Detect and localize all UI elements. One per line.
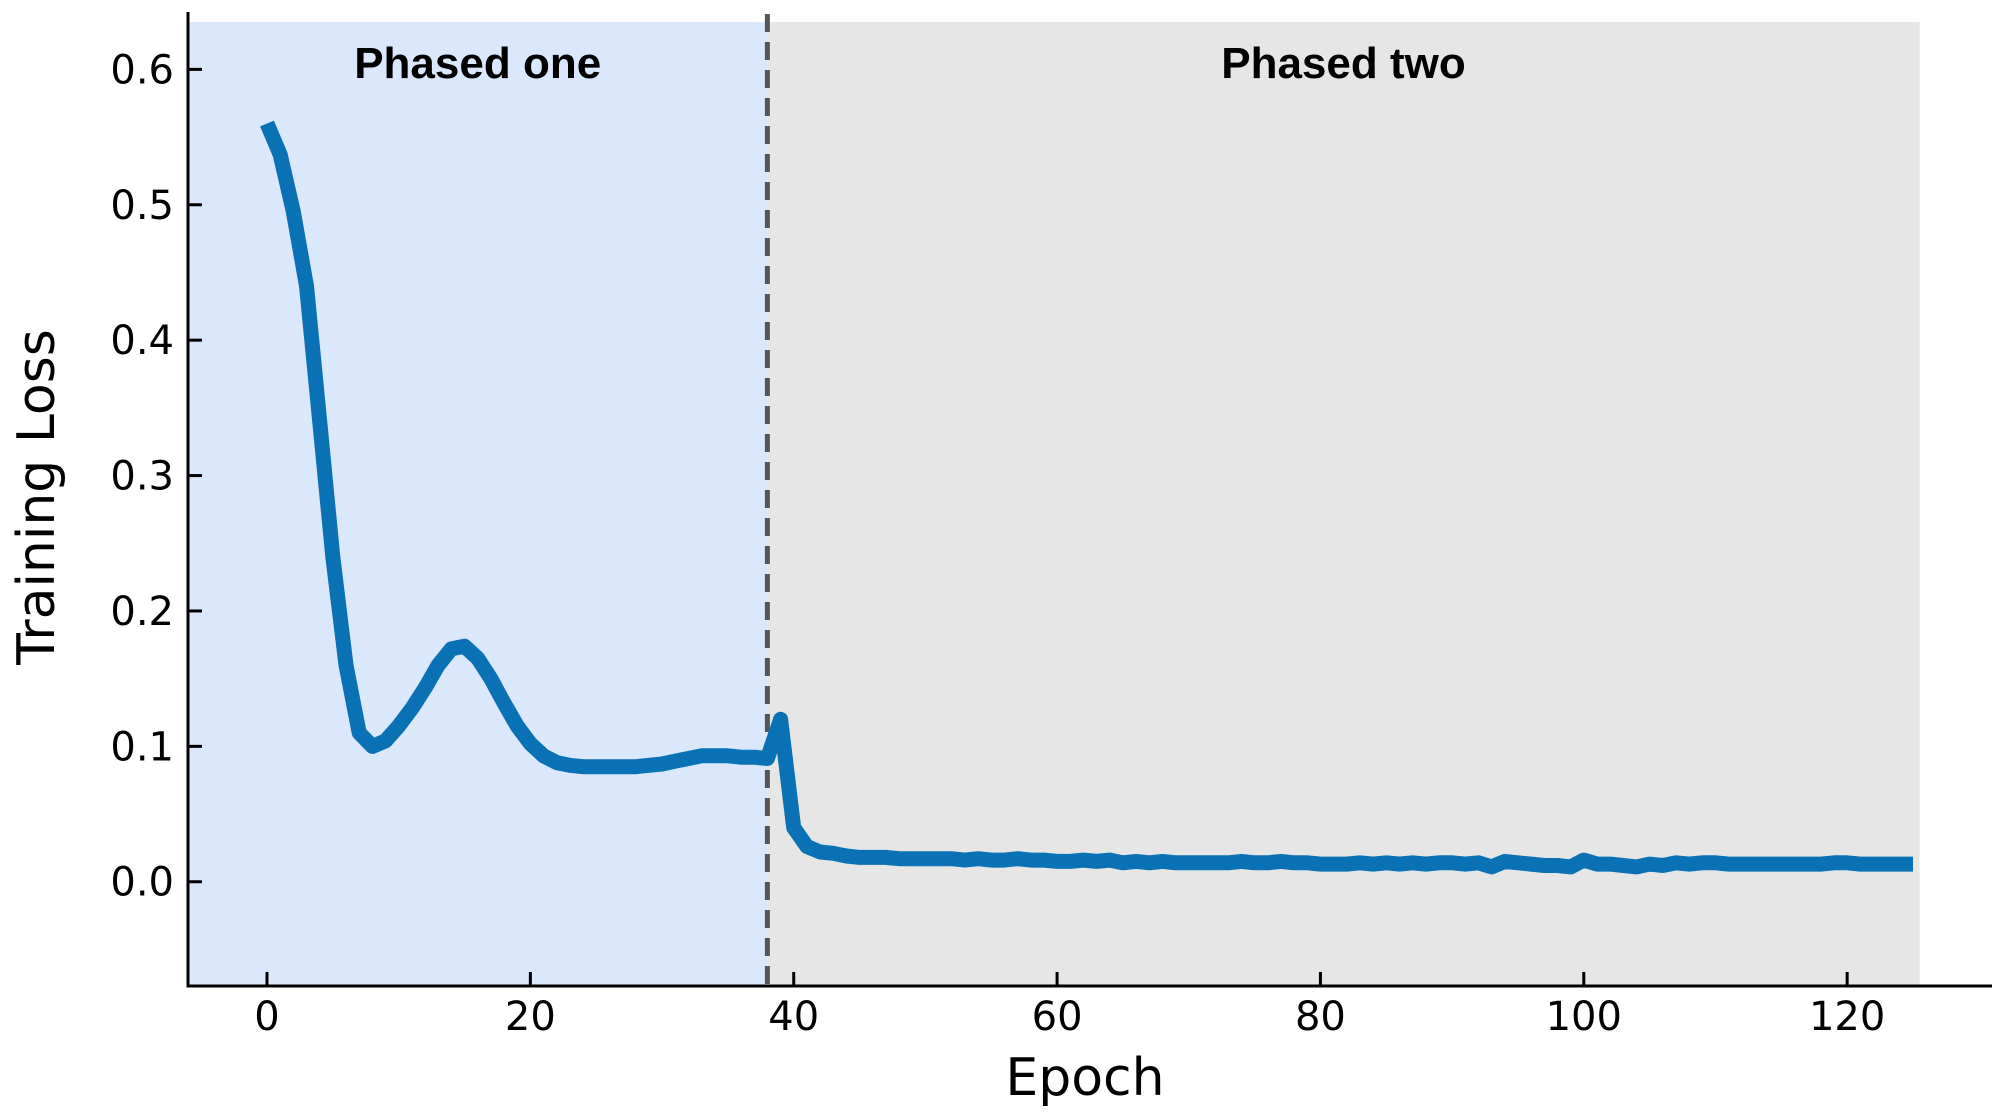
phase-region-1 <box>188 22 768 986</box>
x-tick-label: 0 <box>254 994 279 1040</box>
y-tick-label: 0.4 <box>110 318 174 364</box>
x-axis-title: Epoch <box>1005 1048 1164 1108</box>
y-axis-title: Training Loss <box>7 329 67 666</box>
y-tick-label: 0.5 <box>110 183 174 229</box>
y-tick-label: 0.3 <box>110 454 174 500</box>
x-tick-label: 60 <box>1032 994 1083 1040</box>
labels: Phased one Phased two Epoch Training Loss <box>7 39 1466 1108</box>
y-tick-label: 0.6 <box>110 47 174 93</box>
x-tick-label: 120 <box>1809 994 1885 1040</box>
phase-region-2 <box>767 22 1920 986</box>
phase-regions <box>188 22 1920 986</box>
y-tick-label: 0.1 <box>110 724 174 770</box>
axes: 0 20 40 60 80 100 120 0.0 0.1 0.2 0.3 0.4 0.5 0.6 <box>110 12 1992 1040</box>
x-tick-label: 40 <box>768 994 819 1040</box>
x-tick-label: 100 <box>1546 994 1622 1040</box>
y-tick-label: 0.0 <box>110 860 174 906</box>
phase-label-2: Phased two <box>1221 39 1466 88</box>
series-layer <box>260 120 1914 875</box>
y-tick-label: 0.2 <box>110 589 174 635</box>
phase-label-1: Phased one <box>354 39 601 88</box>
loss-series-line <box>260 120 1913 875</box>
x-tick-label: 80 <box>1295 994 1346 1040</box>
x-tick-label: 20 <box>505 994 556 1040</box>
